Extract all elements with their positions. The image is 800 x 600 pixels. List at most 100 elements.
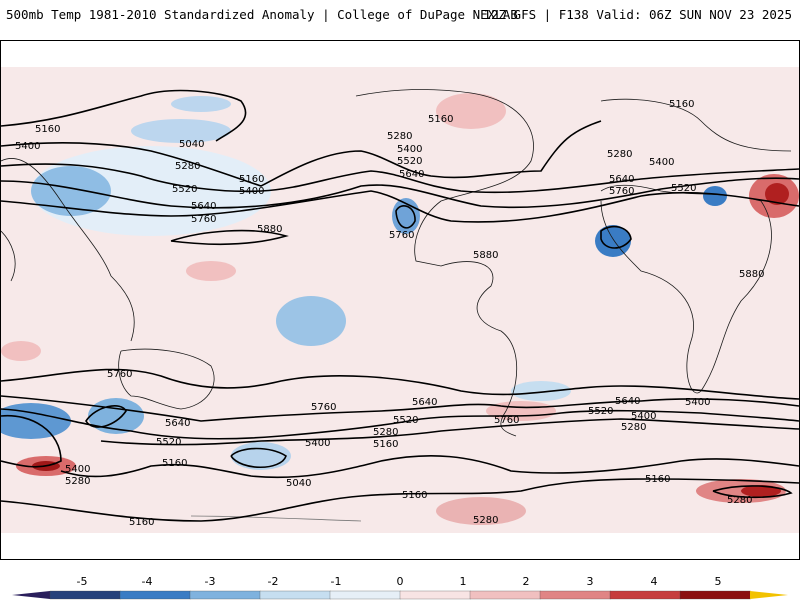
asia-coast bbox=[1, 158, 135, 342]
contour-label: 5400 bbox=[397, 144, 422, 155]
contour-label: 5760 bbox=[389, 230, 414, 241]
contour-label: 5760 bbox=[609, 186, 634, 197]
contour-label: 5760 bbox=[191, 214, 216, 225]
contour-label: 5280 bbox=[607, 149, 632, 160]
contour-label: 5040 bbox=[286, 478, 311, 489]
contour-label: 5640 bbox=[615, 396, 640, 407]
colorbar-swatch bbox=[539, 590, 611, 600]
height-contours bbox=[1, 89, 799, 522]
colorbar-tick-label: 3 bbox=[586, 575, 594, 588]
colorbar-tick-label: 1 bbox=[459, 575, 467, 588]
contour-label: 5520 bbox=[172, 184, 197, 195]
colorbar-swatch bbox=[399, 590, 471, 600]
contour-label: 5160 bbox=[402, 490, 427, 501]
contour-label: 5400 bbox=[305, 438, 330, 449]
contour-label: 5160 bbox=[669, 99, 694, 110]
mild-positive-background bbox=[1, 67, 799, 533]
colorbar-swatch bbox=[49, 590, 121, 600]
contour-label: 5520 bbox=[156, 437, 181, 448]
americas-coast bbox=[355, 89, 534, 437]
closed-lows bbox=[85, 205, 632, 428]
positive-anomaly-region bbox=[436, 497, 526, 525]
contour-label: 5280 bbox=[473, 515, 498, 526]
contour-label: 5520 bbox=[393, 415, 418, 426]
contour-label: 5640 bbox=[191, 201, 216, 212]
colorbar-tick-label: 4 bbox=[650, 575, 658, 588]
contour-label: 5160 bbox=[35, 124, 60, 135]
contour-label: 5280 bbox=[387, 131, 412, 142]
coastlines bbox=[1, 89, 792, 522]
contour-label: 5160 bbox=[129, 517, 154, 528]
colorbar-tick-label: -4 bbox=[141, 575, 153, 588]
colorbar-swatch bbox=[469, 590, 541, 600]
contour-5760-south bbox=[1, 368, 799, 400]
colorbar-swatch bbox=[679, 590, 751, 600]
contour-labels: 5160 5400 5040 5280 5160 5400 5520 5640 … bbox=[15, 99, 764, 528]
contour-5280 bbox=[1, 120, 602, 187]
model-run-info: 12Z GFS | F138 Valid: 06Z SUN NOV 23 202… bbox=[483, 7, 792, 22]
negative-anomaly-region bbox=[131, 119, 231, 143]
positive-anomaly-region bbox=[1, 341, 41, 361]
map-svg: 5160 5400 5040 5280 5160 5400 5520 5640 … bbox=[1, 41, 799, 559]
negative-anomaly-region bbox=[31, 166, 111, 216]
contour-label: 5280 bbox=[65, 476, 90, 487]
map-panel[interactable]: 5160 5400 5040 5280 5160 5400 5520 5640 … bbox=[0, 40, 800, 560]
colorbar-legend: -5 -4 -3 -2 -1 0 1 2 3 4 5 bbox=[0, 570, 800, 600]
contour-label: 5160 bbox=[239, 174, 264, 185]
contour-label: 5760 bbox=[107, 369, 132, 380]
contour-label: 5400 bbox=[685, 397, 710, 408]
contour-label: 5640 bbox=[399, 169, 424, 180]
contour-label: 5520 bbox=[671, 183, 696, 194]
colorbar-swatch bbox=[609, 590, 681, 600]
negative-anomaly-region bbox=[276, 296, 346, 346]
colorbar-swatch bbox=[329, 590, 401, 600]
negative-anomaly-region bbox=[595, 225, 631, 257]
contour-label: 5280 bbox=[727, 495, 752, 506]
contour-label: 5040 bbox=[179, 139, 204, 150]
contour-label: 5160 bbox=[645, 474, 670, 485]
contour-label: 5280 bbox=[373, 427, 398, 438]
contour-label: 5400 bbox=[65, 464, 90, 475]
contour-label: 5160 bbox=[162, 458, 187, 469]
contour-label: 5880 bbox=[739, 269, 764, 280]
colorbar-arrow-max bbox=[750, 591, 788, 599]
contour-label: 5880 bbox=[473, 250, 498, 261]
negative-anomaly-region bbox=[171, 96, 231, 112]
contour-label: 5520 bbox=[397, 156, 422, 167]
anomaly-shading bbox=[1, 41, 799, 559]
contour-label: 5280 bbox=[175, 161, 200, 172]
contour-5880 bbox=[170, 229, 289, 246]
contour-label: 5400 bbox=[631, 411, 656, 422]
contour-5280-low bbox=[712, 485, 793, 499]
antarctica-coast bbox=[190, 515, 362, 522]
contour-5160 bbox=[1, 89, 247, 142]
contour-5400-south bbox=[1, 414, 799, 468]
australia-coast bbox=[118, 348, 215, 410]
contour-5520-south bbox=[1, 408, 799, 440]
contour-label: 5400 bbox=[239, 186, 264, 197]
chart-title: 500mb Temp 1981-2010 Standardized Anomal… bbox=[6, 7, 518, 22]
positive-anomaly-region bbox=[186, 261, 236, 281]
contour-label: 5400 bbox=[15, 141, 40, 152]
negative-anomaly-region bbox=[231, 442, 291, 470]
colorbar-tick-label: -1 bbox=[330, 575, 342, 588]
colorbar-swatch bbox=[119, 590, 191, 600]
contour-label: 5760 bbox=[311, 402, 336, 413]
negative-anomaly-region bbox=[511, 381, 571, 401]
colorbar-swatches bbox=[12, 590, 788, 600]
contour-label: 5640 bbox=[609, 174, 634, 185]
colorbar-arrow-min bbox=[12, 591, 50, 599]
contour-5520 bbox=[1, 163, 799, 194]
contour-5640-south bbox=[1, 395, 799, 422]
contour-5280-south bbox=[60, 447, 799, 479]
contour-label: 5760 bbox=[494, 415, 519, 426]
contour-5160-south bbox=[1, 478, 799, 522]
colorbar-swatch bbox=[259, 590, 331, 600]
colorbar-tick-label: 0 bbox=[396, 575, 404, 588]
contour-label: 5160 bbox=[428, 114, 453, 125]
positive-anomaly-region bbox=[765, 183, 789, 205]
contour-5640 bbox=[1, 177, 799, 209]
contour-5760 bbox=[1, 190, 799, 223]
contour-label: 5880 bbox=[257, 224, 282, 235]
contour-label: 5640 bbox=[412, 397, 437, 408]
